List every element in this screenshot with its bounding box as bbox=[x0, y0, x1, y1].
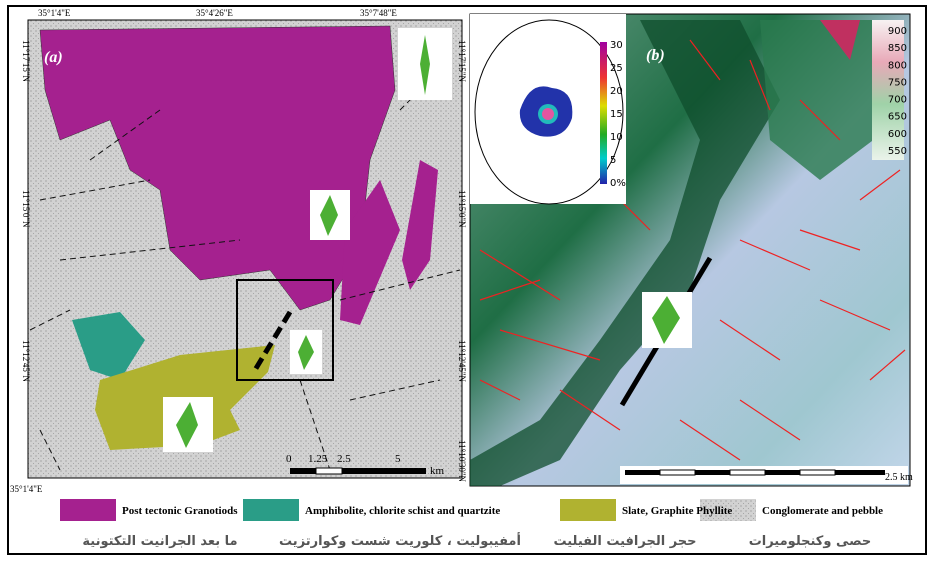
figure: (a) 35°1'4"E 35°4'26"E 35°7'48"E 35°1'4"… bbox=[0, 0, 934, 562]
panel-b: 2.5 km (b) 900 850 800 750 700 650 600 550 30 25 2… bbox=[470, 14, 913, 486]
colorbar-label: 5 bbox=[610, 155, 616, 166]
colorbar-label: 700 bbox=[888, 95, 907, 106]
scale-label: 1.25 bbox=[308, 453, 328, 465]
colorbar-label: 10 bbox=[610, 132, 623, 143]
panel-label: (a) bbox=[44, 49, 63, 66]
coord-label: 11°12'45"N bbox=[21, 340, 31, 383]
coord-label: 11°17'15"N bbox=[21, 40, 31, 83]
coord-label: 35°7'48"E bbox=[360, 8, 397, 18]
legend-arabic: حصى وكنجلوميرات bbox=[749, 534, 872, 549]
legend-label: Post tectonic Granotiods bbox=[122, 505, 238, 517]
coord-label: 11°15'0"N bbox=[457, 190, 467, 228]
colorbar-label: 750 bbox=[888, 77, 907, 88]
colorbar-label: 550 bbox=[888, 146, 907, 157]
coord-label: 11°12'45"N bbox=[457, 340, 467, 383]
colorbar-label: 30 bbox=[610, 40, 623, 51]
colorbar-label: 850 bbox=[888, 43, 907, 54]
colorbar-label: 20 bbox=[610, 86, 623, 97]
legend-label: Slate, Graphite Phyllite bbox=[622, 505, 732, 517]
colorbar-label: 800 bbox=[888, 60, 907, 71]
legend-arabic: ما بعد الجرانيت التكتونية bbox=[82, 534, 237, 549]
scale-label: km bbox=[430, 465, 445, 477]
legend-arabic: أمفيبوليت ، كلوريت شست وكوارتزيت bbox=[279, 532, 521, 549]
colorbar-label: 25 bbox=[610, 63, 623, 74]
colorbar-label: 650 bbox=[888, 112, 907, 123]
legend-arabic: حجر الجرافيت الفيليت bbox=[553, 534, 696, 549]
scale-label: 2.5 bbox=[337, 453, 351, 465]
panel-label: (b) bbox=[646, 47, 665, 64]
colorbar-label: 900 bbox=[888, 26, 907, 37]
colorbar-label: 600 bbox=[888, 129, 907, 140]
coord-label: 35°4'26"E bbox=[196, 8, 233, 18]
scale-label: 0 bbox=[286, 453, 292, 465]
legend-label: Amphibolite, chlorite schist and quartzi… bbox=[305, 505, 500, 517]
panel-a: (a) 35°1'4"E 35°4'26"E 35°7'48"E 35°1'4"… bbox=[10, 8, 467, 494]
colorbar-label: 0% bbox=[610, 178, 626, 189]
scale-label: 2.5 km bbox=[885, 472, 913, 483]
colorbar-label: 15 bbox=[610, 109, 623, 120]
scale-label: 5 bbox=[395, 453, 401, 465]
coord-label: 11°10'30"N bbox=[457, 440, 467, 483]
coord-label: 11°17'15"N bbox=[457, 40, 467, 83]
coord-label: 35°1'4"E bbox=[38, 8, 71, 18]
coord-label: 35°1'4"E bbox=[10, 484, 43, 494]
coord-label: 11°15'0"N bbox=[21, 190, 31, 228]
legend: Post tectonic Granotiods Amphibolite, ch… bbox=[60, 499, 883, 549]
legend-label: Conglomerate and pebble bbox=[762, 505, 883, 517]
